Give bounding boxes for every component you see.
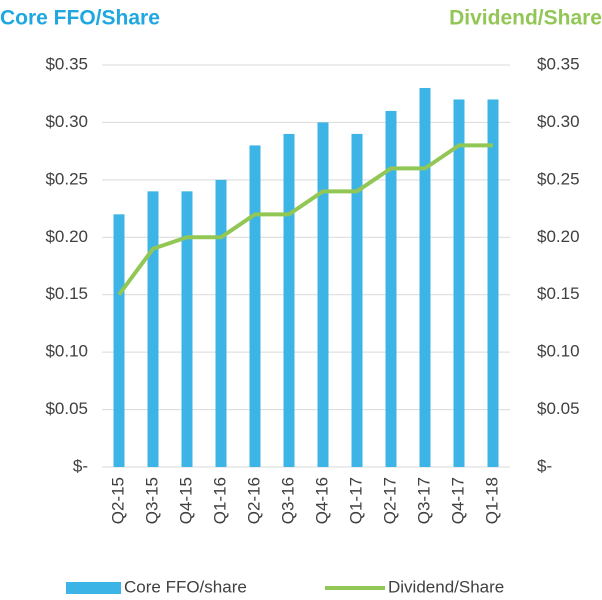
y-tick-label: $0.35 — [45, 54, 88, 73]
y2-tick-label: $- — [537, 456, 552, 475]
y-tick-label: $0.30 — [45, 112, 88, 131]
y2-tick-label: $0.15 — [537, 284, 580, 303]
bar — [453, 99, 465, 467]
bar — [215, 179, 227, 467]
legend-label: Dividend/Share — [388, 577, 504, 596]
x-tick-label: Q2-15 — [108, 477, 127, 524]
x-tick-label: Q3-17 — [414, 477, 433, 524]
legend-label: Core FFO/share — [124, 577, 247, 596]
y2-tick-label: $0.05 — [537, 399, 580, 418]
y-tick-label: $0.10 — [45, 342, 88, 361]
x-tick-label: Q4-15 — [176, 477, 195, 524]
y-tick-label: $- — [73, 456, 88, 475]
bar — [147, 191, 159, 468]
bar — [419, 87, 431, 467]
y-axis-title: Core FFO/Share — [0, 7, 160, 30]
line — [117, 143, 493, 296]
x-tick-label: Q1-16 — [210, 477, 229, 524]
y-tick-label: $0.15 — [45, 284, 88, 303]
bar — [181, 191, 193, 468]
y2-tick-label: $0.10 — [537, 342, 580, 361]
x-tick-label: Q4-17 — [448, 477, 467, 524]
x-tick-label: Q3-15 — [142, 477, 161, 524]
legend-swatch — [66, 582, 121, 594]
y2-tick-label: $0.35 — [537, 54, 580, 73]
y2-tick-label: $0.30 — [537, 112, 580, 131]
y-tick-label: $0.05 — [45, 399, 88, 418]
y-tick-label: $0.20 — [45, 227, 88, 246]
bar — [487, 99, 499, 467]
y2-axis-title: Dividend/Share — [449, 7, 602, 30]
bar — [113, 214, 125, 467]
x-tick-label: Q2-16 — [244, 477, 263, 524]
x-tick-label: Q1-18 — [482, 477, 501, 524]
bar — [317, 122, 329, 467]
bar — [385, 110, 397, 467]
x-tick-label: Q1-17 — [346, 477, 365, 524]
y2-tick-label: $0.20 — [537, 227, 580, 246]
x-tick-label: Q4-16 — [312, 477, 331, 524]
bar — [351, 133, 363, 467]
x-tick-label: Q2-17 — [380, 477, 399, 524]
x-tick-label: Q3-16 — [278, 477, 297, 524]
bar — [249, 145, 261, 467]
y-tick-label: $0.25 — [45, 169, 88, 188]
bar — [283, 133, 295, 467]
y2-tick-label: $0.25 — [537, 169, 580, 188]
